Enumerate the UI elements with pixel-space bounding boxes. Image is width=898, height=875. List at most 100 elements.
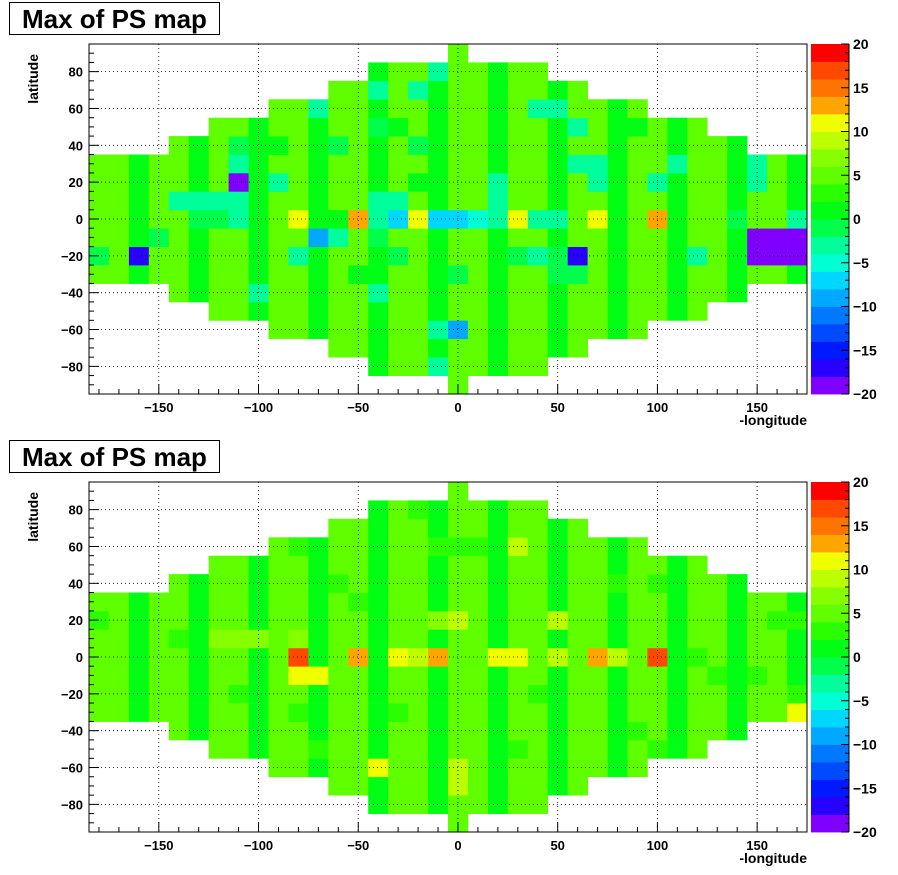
heatmap-cell xyxy=(747,703,768,722)
heatmap-cell xyxy=(328,703,349,722)
colorbar: −20 −15 −10 −5 0 5 10 15 20 xyxy=(811,474,877,840)
heatmap-cell xyxy=(368,721,389,741)
heatmap-cell xyxy=(667,154,688,174)
heatmap-cell xyxy=(487,537,509,557)
heatmap-cell xyxy=(188,209,209,229)
heatmap-cell xyxy=(89,154,110,174)
heatmap-cell xyxy=(627,154,648,174)
heatmap-cell xyxy=(408,647,429,667)
colorbar-bin xyxy=(811,149,849,167)
heatmap-cell xyxy=(368,500,389,520)
heatmap-cell xyxy=(268,610,289,630)
heatmap-cell xyxy=(228,629,249,649)
heatmap-cell xyxy=(448,136,469,155)
heatmap-cell xyxy=(487,172,509,192)
heatmap-cell xyxy=(467,666,489,685)
heatmap-cell xyxy=(487,795,509,814)
heatmap-cell xyxy=(368,320,389,340)
heatmap-cell xyxy=(168,610,190,630)
heatmap-cell xyxy=(148,172,170,192)
heatmap-cell xyxy=(467,610,489,630)
heatmap-cell xyxy=(168,684,190,704)
heatmap-cell xyxy=(467,338,489,358)
heatmap-cell xyxy=(408,776,429,796)
y-tick-label: −20 xyxy=(61,249,83,264)
heatmap-cell xyxy=(148,666,170,685)
heatmap-cell xyxy=(767,154,788,174)
heatmap-cell xyxy=(368,136,389,155)
x-axis-label: -longitude xyxy=(739,412,807,428)
heatmap-cell xyxy=(268,574,289,593)
heatmap-cell xyxy=(348,592,369,612)
heatmap-cell xyxy=(487,283,509,303)
heatmap-cell xyxy=(288,209,309,229)
heatmap-cell xyxy=(388,301,409,321)
heatmap-cell xyxy=(607,228,628,247)
colorbar-bin xyxy=(811,709,849,728)
heatmap-cell xyxy=(448,574,469,593)
heatmap-cell xyxy=(408,320,429,340)
heatmap-cell xyxy=(368,228,389,247)
heatmap-cell xyxy=(607,301,628,321)
heatmap-cell xyxy=(368,574,389,593)
heatmap-cell xyxy=(368,629,389,649)
heatmap-cell xyxy=(248,739,269,759)
heatmap-cell xyxy=(587,301,608,321)
heatmap-cell xyxy=(587,265,608,284)
heatmap-cell xyxy=(787,228,808,247)
heatmap-cell xyxy=(408,117,429,137)
heatmap-cell xyxy=(368,666,389,685)
heatmap-cell xyxy=(228,246,249,266)
heatmap-cell xyxy=(428,209,449,229)
heatmap-cell xyxy=(428,500,449,520)
heatmap-cell xyxy=(487,739,509,759)
heatmap-cell xyxy=(368,518,389,538)
heatmap-cell xyxy=(667,555,688,575)
colorbar-bin xyxy=(811,79,849,97)
heatmap-cell xyxy=(89,647,110,667)
heatmap-cell xyxy=(627,117,648,137)
heatmap-cell xyxy=(408,154,429,174)
heatmap-cell xyxy=(288,647,309,667)
y-tick-label: −40 xyxy=(61,724,83,739)
heatmap-cell xyxy=(108,228,130,247)
heatmap-cell xyxy=(487,246,509,266)
heatmap-cell xyxy=(428,246,449,266)
heatmap-cell xyxy=(168,246,190,266)
heatmap-cell xyxy=(388,320,409,340)
heatmap-cell xyxy=(268,537,289,557)
heatmap-cell xyxy=(328,209,349,229)
heatmap-cell xyxy=(228,301,249,321)
heatmap-cell xyxy=(507,80,529,100)
heatmap-cell xyxy=(308,739,329,759)
heatmap-cell xyxy=(328,721,349,741)
heatmap-cell xyxy=(388,721,409,741)
heatmap-cell xyxy=(268,629,289,649)
heatmap-cell xyxy=(248,555,269,575)
heatmap-cell xyxy=(228,191,249,211)
colorbar-tick-label: −10 xyxy=(853,299,877,315)
heatmap-cell xyxy=(288,758,309,778)
heatmap-cell xyxy=(348,647,369,667)
heatmap-cell xyxy=(428,283,449,303)
heatmap-cell xyxy=(188,629,209,649)
heatmap-cell xyxy=(208,283,229,303)
heatmap-cell xyxy=(428,795,449,814)
heatmap-cell xyxy=(348,574,369,593)
heatmap-cell xyxy=(647,555,668,575)
heatmap-cell xyxy=(288,191,309,211)
heatmap-cell xyxy=(188,283,209,303)
heatmap-cell xyxy=(547,265,568,284)
colorbar-tick-label: −5 xyxy=(853,255,869,271)
heatmap-cell xyxy=(248,574,269,593)
heatmap-cell xyxy=(747,154,768,174)
heatmap-cell xyxy=(408,758,429,778)
heatmap-cell xyxy=(487,320,509,340)
heatmap-cell xyxy=(408,338,429,358)
heatmap-cell xyxy=(687,228,708,247)
heatmap-cell xyxy=(727,629,748,649)
heatmap-cell xyxy=(467,99,489,119)
heatmap-cell xyxy=(208,629,229,649)
heatmap-cell xyxy=(368,265,389,284)
heatmap-cell xyxy=(627,191,648,211)
